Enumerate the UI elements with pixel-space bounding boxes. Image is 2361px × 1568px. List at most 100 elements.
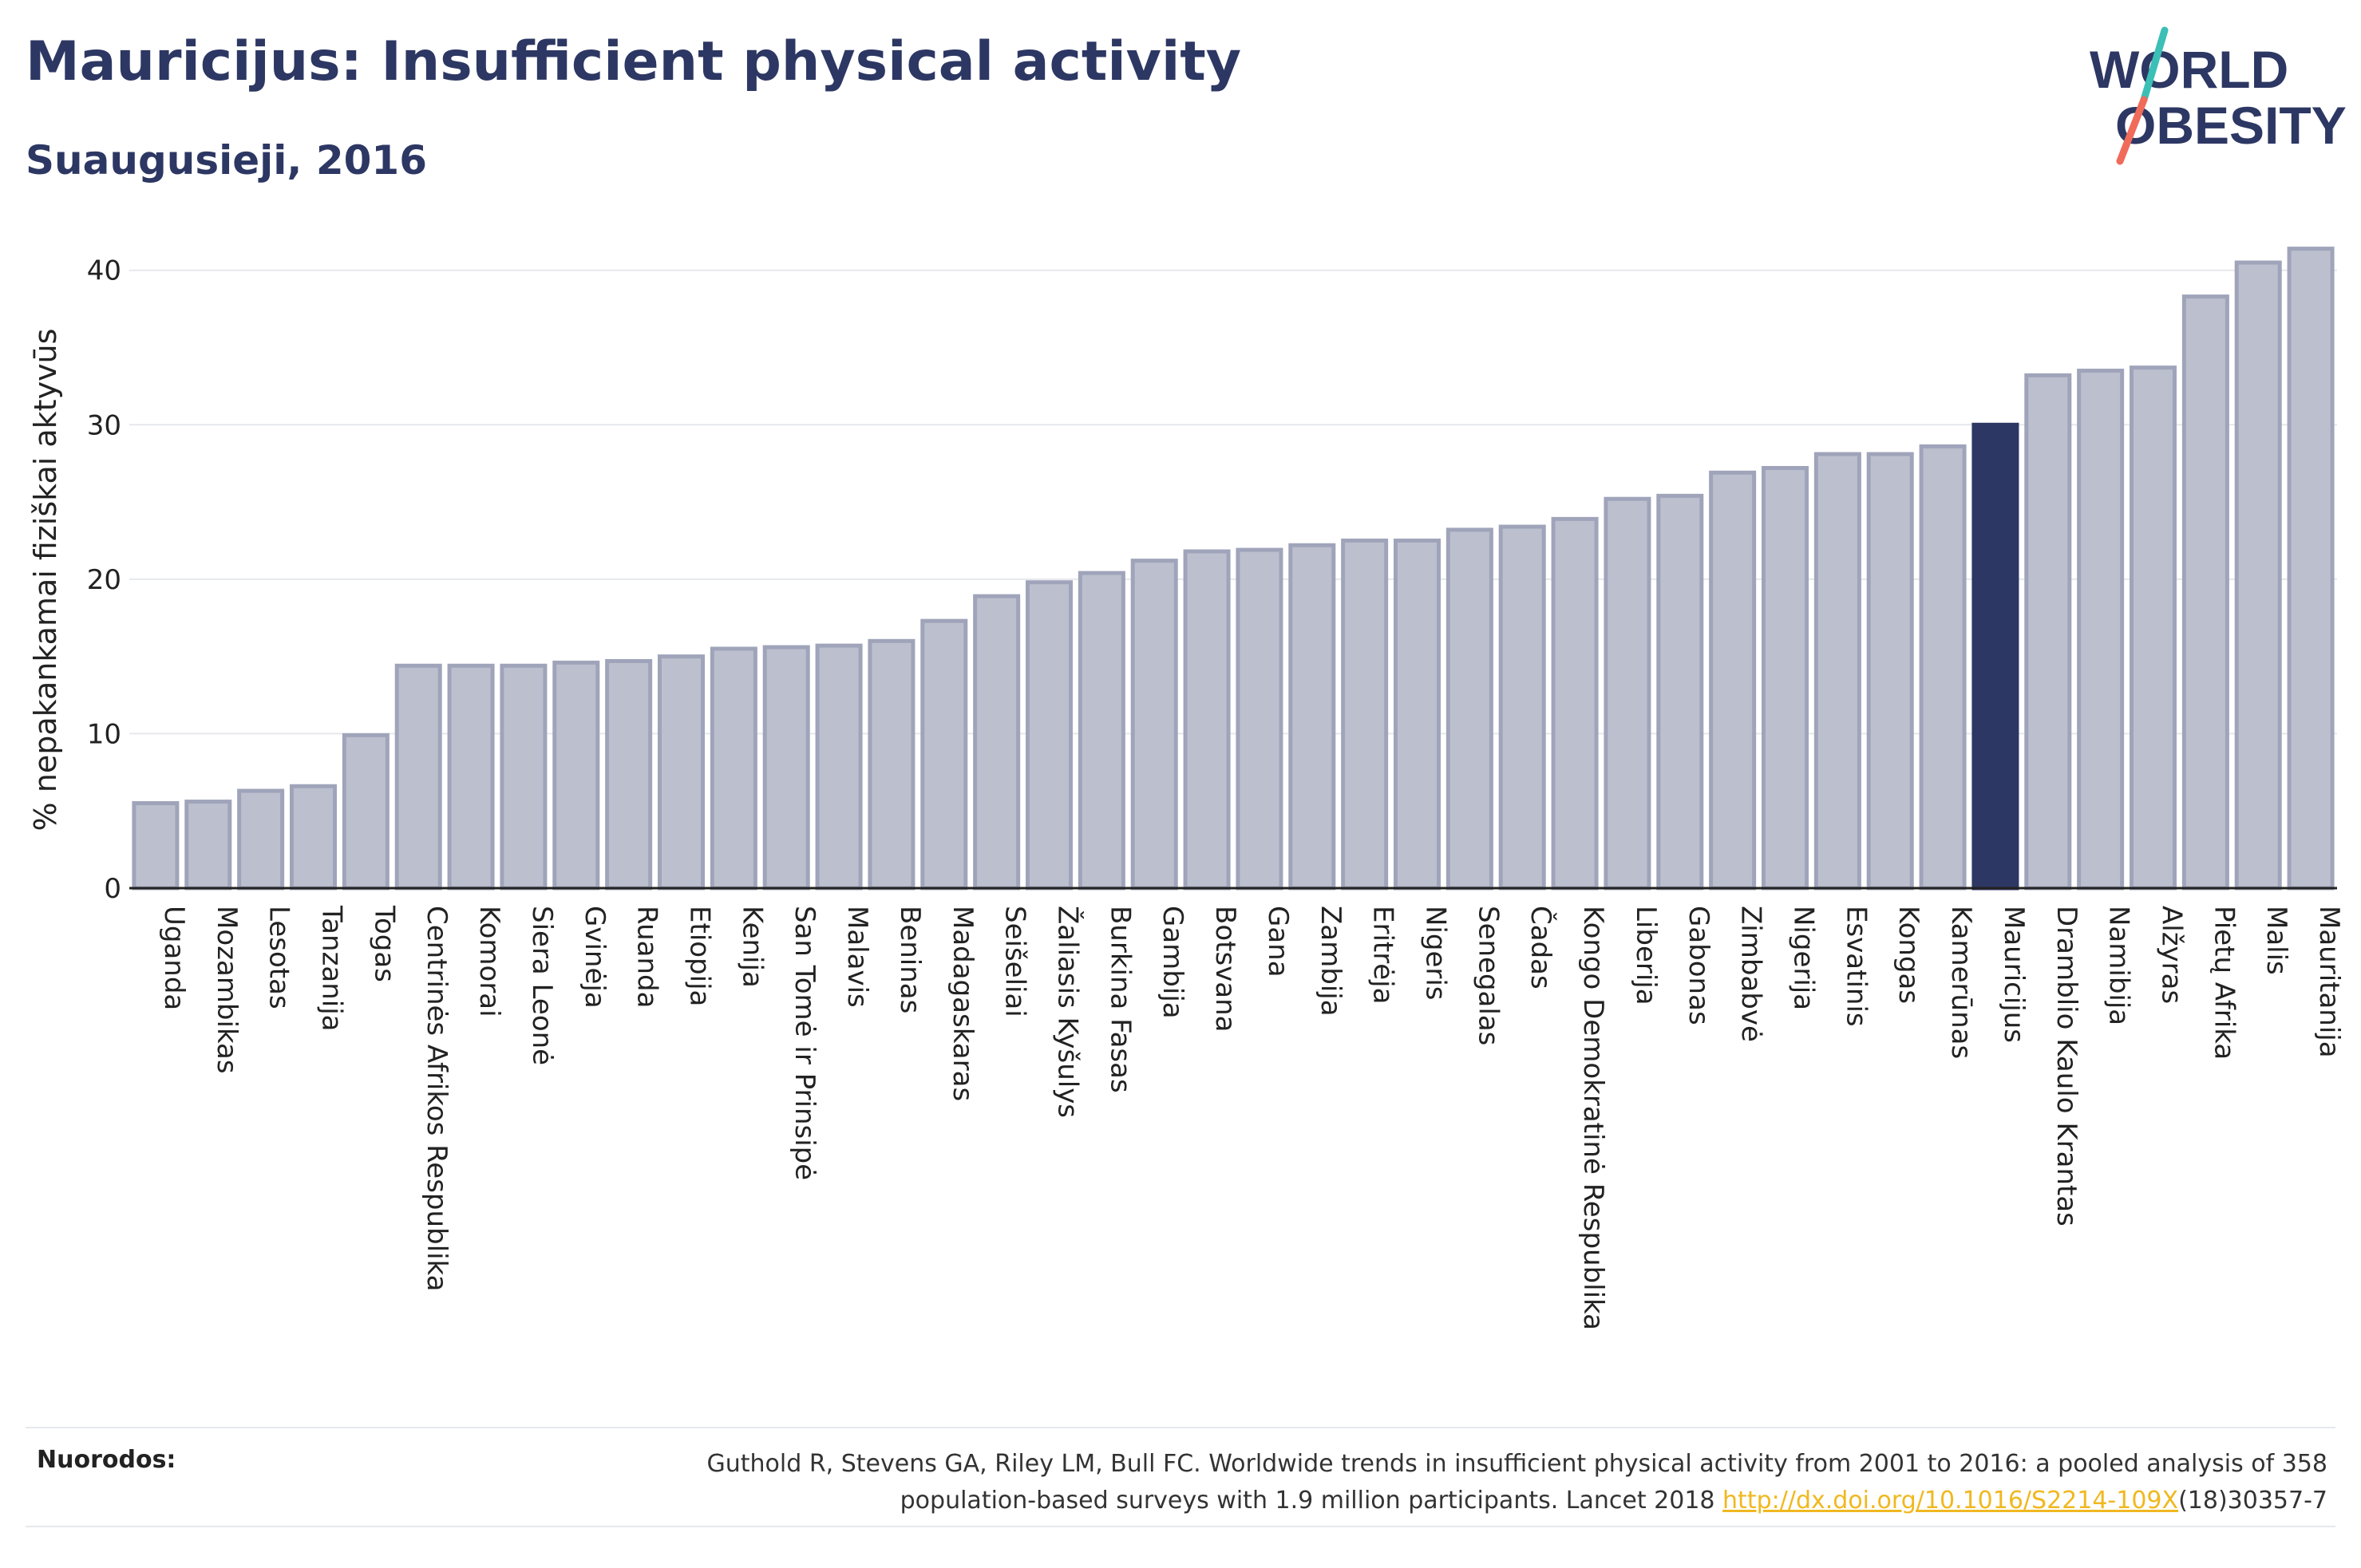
x-tick-label: Malis xyxy=(2260,906,2292,975)
x-tick-label: Gambija xyxy=(1157,906,1188,1019)
x-tick-label: Mauricijus xyxy=(1998,906,2030,1043)
x-tick-label: Centrinės Afrikos Respublika xyxy=(421,906,453,1291)
divider-bottom xyxy=(26,1526,2335,1527)
x-tick-label: Botsvana xyxy=(1209,906,1241,1033)
x-tick-label: Pietų Afrika xyxy=(2208,906,2240,1060)
references-text: Guthold R, Stevens GA, Riley LM, Bull FC… xyxy=(571,1446,2327,1519)
x-tick-label: Kongas xyxy=(1892,906,1924,1004)
x-tick-label: Namibija xyxy=(2103,906,2135,1025)
bar xyxy=(1183,549,1231,891)
logo-obesity-text: OBESITY xyxy=(2115,96,2347,155)
bar xyxy=(920,618,968,891)
x-tick-label: Lesotas xyxy=(263,906,295,1009)
logo-slash-teal xyxy=(2140,26,2169,104)
bar xyxy=(2287,247,2335,891)
bar xyxy=(1971,422,2019,891)
bar xyxy=(447,663,495,891)
page-title: Mauricijus: Insufficient physical activi… xyxy=(26,30,1242,93)
references-line-2-prefix: population-based surveys with 1.9 millio… xyxy=(900,1487,1723,1515)
y-tick-label: 0 xyxy=(104,873,121,905)
x-tick-label: Madagaskaras xyxy=(947,906,979,1101)
bar xyxy=(1130,559,1178,891)
bar xyxy=(1393,538,1442,891)
x-tick-label: Gabonas xyxy=(1683,906,1714,1025)
x-tick-label: Dramblio Kaulo Krantas xyxy=(2051,906,2082,1226)
bar xyxy=(815,643,863,891)
x-tick-label: Komorai xyxy=(473,906,505,1017)
x-tick-label: Beninas xyxy=(894,906,926,1013)
bar xyxy=(1288,543,1336,891)
bar xyxy=(394,663,442,891)
x-tick-label: San Tomė ir Prinsipė xyxy=(789,906,821,1180)
x-tick-label: Tanzanija xyxy=(316,905,348,1031)
bar xyxy=(184,800,232,891)
x-tick-label: Togas xyxy=(368,905,400,982)
x-tick-label: Mauritanija xyxy=(2313,906,2345,1058)
bar xyxy=(1761,465,1809,891)
x-tick-labels: Uganda Mozambikas Lesotas Tanzanija Togas Cen… xyxy=(158,905,2345,1330)
bar xyxy=(2234,260,2282,891)
y-tick-label: 10 xyxy=(87,718,121,750)
x-tick-label: Žaliasis Kyšulys xyxy=(1052,906,1085,1118)
x-tick-label: Čadas xyxy=(1525,906,1557,989)
x-tick-label: Kamerūnas xyxy=(1945,906,1977,1059)
bar xyxy=(1656,493,1704,891)
bar xyxy=(1341,538,1389,891)
x-tick-label: Mozambikas xyxy=(211,906,243,1074)
bar xyxy=(1709,470,1757,891)
bar xyxy=(2077,369,2125,891)
bar xyxy=(2024,373,2072,891)
y-axis-label: % nepakankamai fiziškai aktyvūs xyxy=(28,329,63,831)
bar xyxy=(710,646,757,891)
bar xyxy=(1551,516,1599,891)
references-line-1: Guthold R, Stevens GA, Riley LM, Bull FC… xyxy=(706,1450,2327,1478)
y-tick-label: 20 xyxy=(87,564,121,596)
bar xyxy=(605,658,653,891)
references-line-2: population-based surveys with 1.9 millio… xyxy=(571,1483,2327,1519)
world-obesity-logo: WORLD OBESITY xyxy=(2090,26,2347,165)
x-tick-label: Gana xyxy=(1262,906,1294,978)
y-tick-label: 30 xyxy=(87,409,121,441)
x-tick-label: Burkina Fasas xyxy=(1104,906,1136,1093)
bar xyxy=(1498,524,1546,891)
x-tick-label: Etiopija xyxy=(684,906,716,1006)
x-tick-label: Esvatinis xyxy=(1840,906,1872,1027)
bar xyxy=(1866,452,1914,891)
logo-world-text: WORLD xyxy=(2090,40,2288,99)
bar xyxy=(868,638,916,891)
bar xyxy=(2181,294,2229,891)
bar-chart: 0 10 20 30 40 Uganda Mozambikas Lesotas Tanzani… xyxy=(28,247,2345,1330)
x-tick-label: Zimbabvė xyxy=(1735,906,1767,1042)
bar xyxy=(1445,527,1493,891)
bar xyxy=(1604,496,1651,891)
x-tick-label: Gvinėja xyxy=(579,906,611,1009)
x-tick-label: Kenija xyxy=(736,906,768,988)
logo-slash-coral xyxy=(2116,96,2148,165)
bar xyxy=(657,654,706,891)
bar xyxy=(1919,444,1967,891)
x-tick-label: Alžyras xyxy=(2156,906,2188,1004)
bar xyxy=(132,801,180,891)
grid-lines xyxy=(129,269,2337,735)
bar xyxy=(500,663,548,891)
bar xyxy=(2129,365,2177,891)
bar xyxy=(973,594,1021,891)
x-tick-label: Uganda xyxy=(158,906,190,1010)
x-tick-label: Kongo Demokratinė Respublika xyxy=(1577,906,1609,1330)
x-tick-label: Nigeris xyxy=(1420,906,1452,1001)
y-tick-label: 40 xyxy=(87,255,121,287)
x-tick-label: Siera Leonė xyxy=(526,906,558,1065)
bar xyxy=(762,645,810,891)
x-tick-label: Ruanda xyxy=(631,906,663,1008)
x-tick-label: Senegalas xyxy=(1472,906,1504,1045)
bar xyxy=(342,733,390,891)
references-line-2-suffix: (18)30357-7 xyxy=(2178,1487,2327,1515)
doi-link[interactable]: http://dx.doi.org/10.1016/S2214-109X xyxy=(1722,1487,2179,1515)
references-label: Nuorodos: xyxy=(37,1446,176,1474)
bar xyxy=(1078,571,1125,891)
bar xyxy=(1236,547,1283,891)
x-tick-label: Zambija xyxy=(1315,906,1347,1017)
bar xyxy=(289,784,338,891)
bar xyxy=(552,660,600,891)
x-tick-label: Seišeliai xyxy=(999,906,1031,1017)
